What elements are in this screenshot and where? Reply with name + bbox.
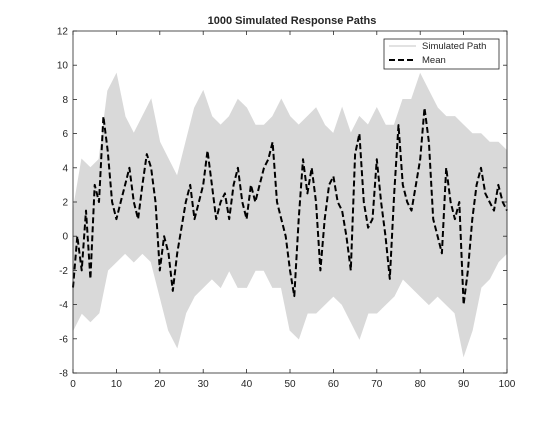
legend-simulated-label: Simulated Path: [422, 41, 486, 52]
x-tick-label: 100: [499, 379, 516, 390]
x-tick-label: 10: [111, 379, 123, 390]
x-tick-label: 40: [241, 379, 253, 390]
y-tick-label: -2: [59, 266, 68, 277]
chart-title: 1000 Simulated Response Paths: [208, 15, 377, 27]
y-tick-label: -6: [59, 334, 68, 345]
x-tick-label: 30: [198, 379, 210, 390]
x-tick-label: 70: [371, 379, 383, 390]
legend-box: [383, 38, 500, 70]
x-tick-label: 60: [328, 379, 340, 390]
y-axis-ticks: -8 -6 -4 -2 0 2 4 6 8 10 12: [57, 27, 507, 380]
y-tick-label: 2: [62, 198, 68, 209]
y-tick-label: 8: [62, 95, 68, 106]
x-tick-label: 90: [458, 379, 470, 390]
y-tick-label: -4: [59, 300, 68, 311]
x-tick-label: 50: [284, 379, 296, 390]
legend-mean-label: Mean: [422, 55, 446, 66]
x-axis-ticks: 0 10 20 30 40 50 60 70 80 90 100: [70, 31, 516, 390]
legend: Simulated Path Mean: [383, 38, 500, 70]
mean-line-layer: [72, 106, 508, 306]
y-tick-label: 6: [62, 129, 68, 140]
y-tick-label: 0: [62, 232, 68, 243]
x-tick-label: 20: [154, 379, 166, 390]
y-tick-label: 12: [57, 27, 69, 38]
x-tick-label: 0: [70, 379, 76, 390]
y-tick-label: 10: [57, 61, 69, 72]
y-tick-label: -8: [59, 369, 68, 380]
y-tick-label: 4: [62, 163, 68, 174]
x-tick-label: 80: [415, 379, 427, 390]
mean-line: [72, 106, 508, 306]
